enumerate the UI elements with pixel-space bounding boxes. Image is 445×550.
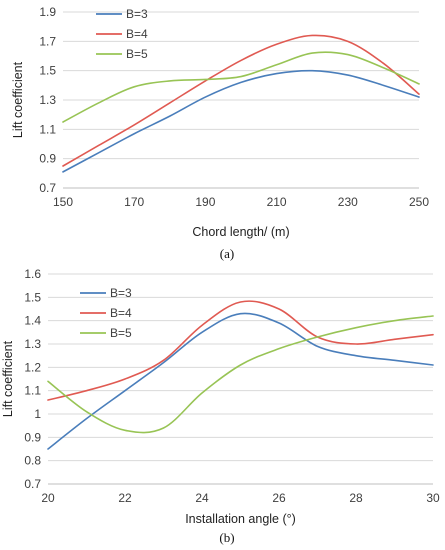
panel-label: (a)	[220, 246, 234, 261]
legend-label-b4: B=4	[126, 27, 148, 41]
series-line-b4	[62, 34, 420, 167]
y-tick-label: 1.5	[24, 290, 41, 304]
legend-label-b3: B=3	[126, 7, 148, 21]
y-tick-label: 0.8	[24, 454, 41, 468]
x-tick-label: 210	[267, 195, 287, 209]
x-tick-label: 28	[349, 491, 363, 505]
series-line-b3	[47, 312, 434, 450]
x-tick-label: 20	[41, 491, 55, 505]
y-axis-title: Lift coefficient	[1, 340, 15, 417]
legend-label-b3: B=3	[110, 286, 132, 300]
legend-label-b4: B=4	[110, 306, 132, 320]
x-axis-title: Chord length/ (m)	[192, 225, 289, 239]
legend-label-b5: B=5	[110, 326, 132, 340]
legend-label-b5: B=5	[126, 47, 148, 61]
y-tick-label: 1.6	[24, 267, 41, 281]
y-tick-label: 1.9	[39, 5, 56, 19]
y-tick-label: 1.3	[39, 93, 56, 107]
x-tick-label: 150	[53, 195, 73, 209]
y-tick-label: 1.2	[24, 360, 41, 374]
x-tick-label: 170	[124, 195, 144, 209]
series-line-b5	[47, 315, 434, 434]
x-tick-label: 250	[409, 195, 429, 209]
y-tick-label: 0.9	[39, 152, 56, 166]
series-line-b3	[62, 69, 420, 173]
y-tick-label: 0.9	[24, 430, 41, 444]
series-line-b4	[47, 300, 434, 401]
x-axis-title: Installation angle (°)	[185, 512, 296, 526]
y-tick-label: 1	[34, 407, 41, 421]
y-tick-label: 1.7	[39, 34, 56, 48]
y-tick-label: 1.4	[24, 314, 41, 328]
chart-panel-b: 0.7 0.8 0.9 1 1.1 1.2 1.3 1.4 1.5 1.6 20 22 24 26 28 30…	[1, 267, 440, 545]
chart-panel-a: 0.7 0.9 1.1 1.3 1.5 1.7 1.9 150 170 190 210 230 250 C…	[11, 5, 429, 261]
series-line-b5	[62, 51, 420, 123]
x-tick-label: 26	[272, 491, 286, 505]
y-tick-label: 1.1	[24, 384, 41, 398]
y-tick-label: 0.7	[39, 181, 56, 195]
y-axis-title: Lift coefficient	[11, 61, 25, 138]
x-tick-label: 22	[118, 491, 132, 505]
y-tick-label: 1.3	[24, 337, 41, 351]
x-tick-label: 190	[195, 195, 215, 209]
x-tick-label: 24	[195, 491, 209, 505]
panel-label: (b)	[219, 530, 234, 545]
x-tick-label: 230	[338, 195, 358, 209]
y-tick-label: 1.1	[39, 122, 56, 136]
y-tick-label: 1.5	[39, 64, 56, 78]
x-tick-label: 30	[426, 491, 440, 505]
y-tick-label: 0.7	[24, 477, 41, 491]
